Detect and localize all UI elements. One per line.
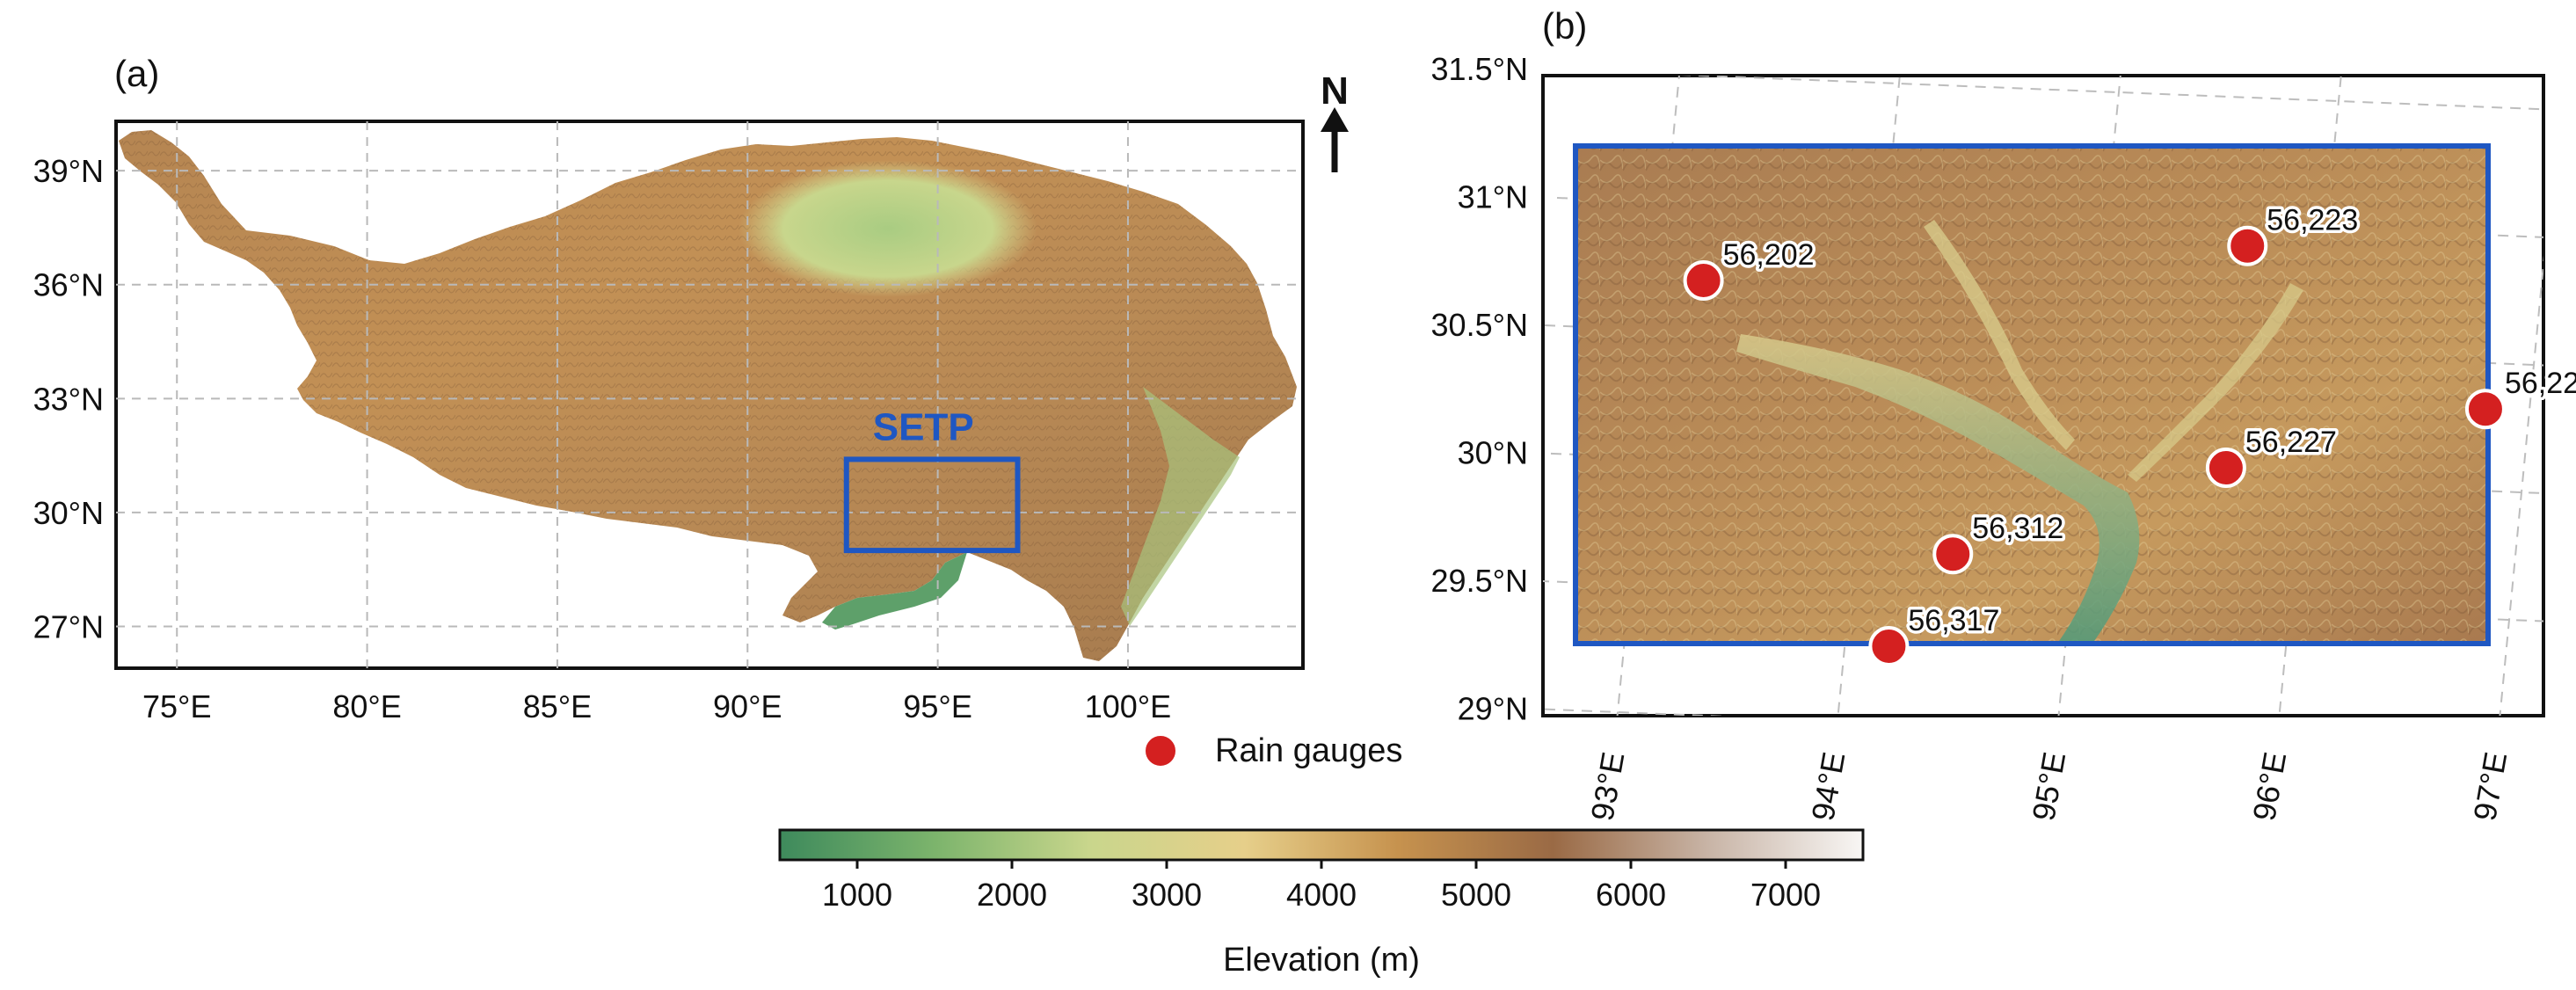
lon-tick-label: 95°E [2025,749,2072,823]
lat-tick-label: 27°N [33,608,104,644]
lon-tick-label: 80°E [332,688,401,724]
panel-a-axis-ticks: 75°E 80°E 85°E 90°E 95°E 100°E 39°N 36°N 33°N 30°… [33,153,1172,724]
eastern-margin-lowlands [1121,387,1240,626]
colorbar-title: Elevation (m) [1223,942,1420,979]
lon-tick-label: 93°E [1583,749,1631,823]
rain-gauge: 56,202 [1683,236,1817,301]
rain-gauge: 56,317 [1868,601,2003,666]
lon-tick-label: 94°E [1804,749,1852,823]
gauge-id-label: 56,312 [1972,512,2063,545]
lon-tick-label: 85°E [523,688,592,724]
panel-b-label: (b) [1542,5,1587,47]
gauge-id-label: 56,227 [2245,426,2337,459]
panel-b-map: 93°E 94°E 95°E 96°E 97°E 31.5°N 31°N 30.5°N 30°N… [1431,51,2576,824]
north-arrow: N [1321,69,1349,172]
lat-tick-label: 29.5°N [1431,563,1528,599]
setp-label: SETP [873,405,974,448]
qaidam-basin [739,160,1037,297]
lat-tick-label: 30°N [33,495,104,531]
panel-a-map: SETP 75°E 80°E 85°E 90°E 95°E 100°E 39°N 36°N 33… [33,120,1305,724]
red-circle-marker-icon [2227,225,2268,266]
legend-rain-gauges: Rain gauges [1215,732,1402,769]
grid-lon-97 [2499,255,2543,716]
gauge-id-label: 56,202 [1723,238,1815,272]
lat-tick-label: 29°N [1458,691,1528,727]
lon-tick-label: 75°E [142,688,211,724]
panel-a-gridlines [116,121,1303,668]
colorbar-ticks: 1000 2000 3000 4000 5000 6000 7000 [822,860,1821,913]
colorbar-tick-label: 2000 [977,877,1047,913]
tributary-valley-east [2128,283,2303,482]
lon-tick-label: 100°E [1085,688,1171,724]
colorbar-tick-label: 7000 [1750,877,1821,913]
lat-tick-label: 30°N [1458,434,1528,470]
colorbar-tick-label: 3000 [1132,877,1202,913]
colorbar-ramp [778,828,1865,862]
north-arrow-icon [1321,107,1349,172]
colorbar-tick-label: 6000 [1596,877,1666,913]
rain-gauge: 56,312 [1932,509,2067,575]
rain-gauge: 56,227 [2205,423,2340,488]
lat-tick-label: 30.5°N [1431,307,1528,343]
setp-region-box [843,456,1021,554]
lon-tick-label: 97°E [2466,749,2514,823]
north-label: N [1321,69,1349,113]
red-circle-marker-icon [1932,534,1974,575]
rain-gauge: 56,228 [2464,364,2576,430]
gauge-id-label: 56,228 [2505,367,2576,400]
legend: Rain gauges [1142,732,1402,769]
elevation-colorbar: 1000 2000 3000 4000 5000 6000 7000 Elevation (… [778,828,1865,979]
red-circle-marker-icon [1683,260,1724,301]
study-area-terrain [1575,146,2488,644]
colorbar-tick-label: 1000 [822,877,892,913]
panel-a-label: (a) [114,53,159,94]
gauge-id-label: 56,317 [1908,604,1999,637]
red-circle-marker-icon [1142,732,1179,769]
gauge-id-label: 56,223 [2267,204,2358,237]
lat-tick-label: 31.5°N [1431,51,1528,87]
river-valley [1736,334,2140,644]
colorbar-tick-label: 4000 [1286,877,1357,913]
lat-tick-label: 31°N [1458,178,1528,215]
red-circle-marker-icon [1868,626,1910,666]
red-circle-marker-icon [2205,448,2246,488]
lon-tick-label: 95°E [903,688,971,724]
rain-gauge: 56,223 [2227,200,2361,266]
rain-gauge-markers: 56,202 56,223 56,228 56,227 56,312 56,317 [1683,200,2576,666]
lon-tick-label: 90°E [713,688,782,724]
lat-tick-label: 36°N [33,267,104,303]
colorbar-tick-label: 5000 [1441,877,1511,913]
red-circle-marker-icon [2464,389,2506,430]
southeast-lowlands [822,552,967,630]
lat-tick-label: 39°N [33,153,104,189]
tributary-valley [1924,220,2075,450]
lat-tick-label: 33°N [33,381,104,417]
lon-tick-label: 96°E [2245,749,2293,823]
